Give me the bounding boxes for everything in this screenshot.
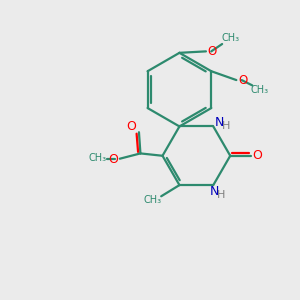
Text: CH₃: CH₃ [144,195,162,205]
Text: O: O [108,153,118,167]
Text: N: N [210,185,220,198]
Text: N: N [215,116,224,129]
Text: CH₃: CH₃ [251,85,269,95]
Text: H: H [221,121,230,131]
Text: O: O [238,74,248,87]
Text: O: O [208,45,217,58]
Text: CH₃: CH₃ [88,153,106,163]
Text: H: H [217,190,225,200]
Text: CH₃: CH₃ [221,33,239,43]
Text: O: O [126,120,136,133]
Text: O: O [252,149,262,162]
